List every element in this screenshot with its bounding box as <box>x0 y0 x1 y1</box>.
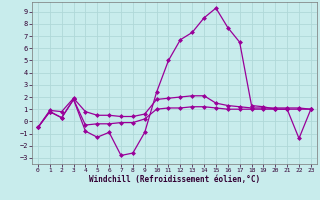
X-axis label: Windchill (Refroidissement éolien,°C): Windchill (Refroidissement éolien,°C) <box>89 175 260 184</box>
